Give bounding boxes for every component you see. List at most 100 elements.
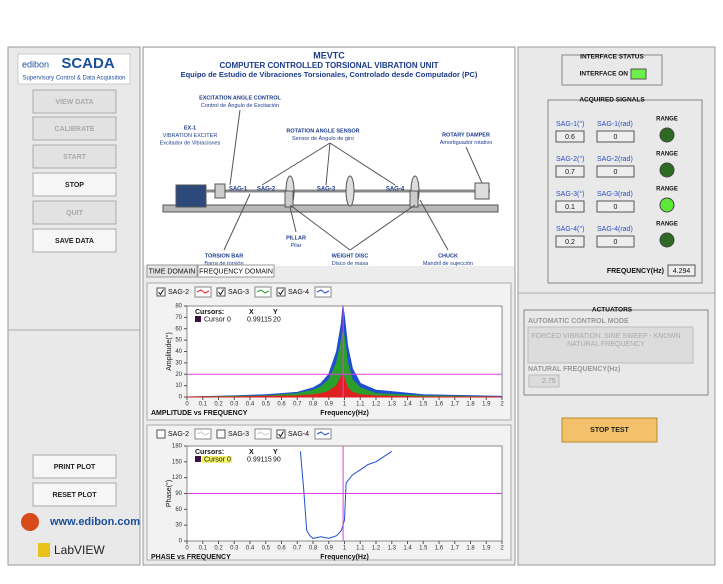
cursor-y-value: 20 (273, 316, 281, 323)
cursor-name: Cursor 0 (204, 456, 231, 463)
diagram-label: CHUCK (438, 253, 458, 259)
button-label: STOP (65, 182, 84, 189)
signal-value: 0 (614, 204, 618, 211)
button-label: SAVE DATA (55, 238, 94, 245)
button[interactable] (32, 228, 117, 253)
mode-option: NATURAL FREQUENCY (567, 341, 645, 348)
tab[interactable] (146, 264, 198, 278)
button[interactable] (32, 454, 117, 479)
legend-label: SAG-2 (168, 431, 189, 438)
logo-mark (21, 513, 39, 531)
field-label: NATURAL FREQUENCY(Hz) (528, 366, 620, 373)
cursor-y-value: 90 (273, 456, 281, 463)
legend-label: SAG-2 (168, 289, 189, 296)
cursor-swatch (195, 316, 201, 322)
diagram-label: Pilar (290, 243, 301, 249)
x-tick-label: 1.1 (356, 402, 365, 408)
diagram-label: Mandril de sujección (423, 261, 473, 267)
sensor-label: SAG-4 (386, 187, 405, 193)
signal-label: SAG-1(°) (556, 120, 584, 128)
frequency-value: 4.294 (673, 268, 691, 275)
value-box (596, 235, 635, 248)
tab-label: FREQUENCY DOMAIN (199, 268, 273, 275)
x-tick-label: 1.3 (388, 546, 397, 552)
x-axis-label: Frequency(Hz) (320, 410, 369, 417)
diagram-label: Excitador de Vibraciones (160, 140, 221, 146)
panel-title: INTERFACE STATUS (580, 54, 644, 61)
y-tick-label: 30 (175, 523, 182, 529)
numeric-box[interactable] (528, 374, 560, 388)
value-box (596, 200, 635, 213)
y-axis-label: Phase(°) (165, 480, 173, 507)
series-area (186, 330, 503, 398)
x-tick-label: 0.7 (293, 546, 302, 552)
y-tick-label: 20 (175, 372, 182, 378)
panel-title: ACTUATORS (592, 307, 633, 314)
status-label: INTERFACE ON (580, 71, 629, 78)
cursor-name: Cursor 0 (204, 316, 231, 323)
mode-select[interactable] (527, 326, 694, 364)
button-label: STOP TEST (590, 427, 629, 434)
x-tick-label: 1.6 (435, 546, 444, 552)
signal-value: 0.6 (565, 134, 575, 141)
range-label: RANGE (656, 152, 678, 158)
checkbox[interactable] (216, 287, 226, 297)
x-tick-label: 1.4 (403, 546, 412, 552)
range-led (659, 127, 675, 143)
panel-title: ACQUIRED SIGNALS (579, 97, 645, 104)
plot-caption: PHASE vs FREQUENCY (151, 554, 231, 561)
checkbox[interactable] (276, 429, 286, 439)
y-tick-label: 60 (175, 326, 182, 332)
diagram-label: VIBRATION EXCITER (163, 133, 218, 139)
x-tick-label: 0.9 (325, 402, 334, 408)
y-tick-label: 180 (172, 444, 183, 450)
button-label: PRINT PLOT (54, 464, 96, 471)
range-label: RANGE (656, 187, 678, 193)
checkbox[interactable] (156, 287, 166, 297)
diagram-label: Control de Ángulo de Excitación (201, 102, 279, 109)
x-tick-label: 1.7 (451, 402, 460, 408)
value-box (596, 130, 635, 143)
x-tick-label: 0.4 (246, 546, 255, 552)
x-tick-label: 1.9 (482, 402, 491, 408)
button[interactable] (32, 89, 117, 114)
signal-label: SAG-4(°) (556, 225, 584, 233)
cursor-title: Cursors: (195, 449, 224, 456)
logo-box (17, 53, 131, 85)
y-tick-label: 60 (175, 507, 182, 513)
x-tick-label: 0 (185, 546, 189, 552)
y-tick-label: 90 (175, 491, 182, 497)
button[interactable] (32, 482, 117, 507)
frequency-label: FREQUENCY(Hz) (607, 268, 664, 275)
sensor-label: SAG-2 (257, 187, 276, 193)
x-tick-label: 0.8 (309, 546, 318, 552)
button-label: QUIT (66, 210, 83, 217)
checkbox[interactable] (216, 429, 226, 439)
tab[interactable] (197, 264, 275, 278)
signal-label: SAG-4(rad) (597, 226, 633, 233)
cursor-swatch (195, 456, 201, 462)
x-tick-label: 0.3 (230, 546, 239, 552)
button[interactable] (32, 172, 117, 197)
legend-line (196, 289, 210, 294)
signal-value: 0.2 (565, 239, 575, 246)
cursor-title: Cursors: (195, 309, 224, 316)
series-area (187, 373, 502, 398)
checkbox[interactable] (276, 287, 286, 297)
button[interactable] (32, 116, 117, 141)
checkbox[interactable] (156, 429, 166, 439)
button[interactable] (32, 144, 117, 169)
cursor-x-header: X (249, 309, 254, 316)
legend-label: SAG-4 (288, 431, 309, 438)
header-code: MEVTC (313, 50, 345, 60)
stop-test-button[interactable] (561, 417, 658, 443)
legend-line (256, 289, 270, 294)
header-subtitle: Equipo de Estudio de Vibraciones Torsion… (181, 70, 478, 79)
x-tick-label: 1 (343, 402, 347, 408)
button[interactable] (32, 200, 117, 225)
diagram-label: TORSION BAR (205, 253, 243, 259)
logo-product: SCADA (61, 55, 115, 72)
cursor-highlight (202, 456, 232, 463)
